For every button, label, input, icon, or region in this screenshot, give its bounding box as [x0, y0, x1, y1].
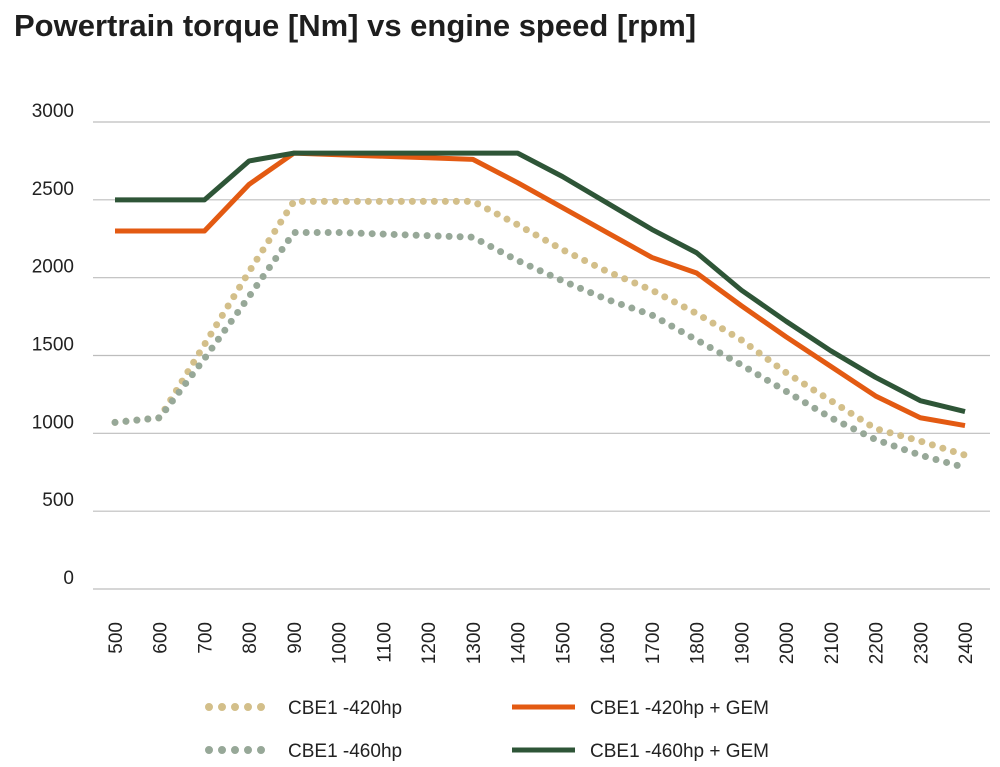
x-tick-label: 2200: [867, 622, 888, 664]
y-tick-label: 0: [63, 568, 74, 589]
y-tick-label: 500: [42, 490, 74, 511]
x-tick-label: 1400: [509, 622, 530, 664]
legend-label: CBE1 -420hp: [288, 698, 402, 719]
x-tick-label: 1800: [688, 622, 709, 664]
y-tick-label: 2500: [32, 179, 74, 200]
legend-label: CBE1 -460hp: [288, 741, 402, 762]
x-tick-label: 2400: [956, 622, 977, 664]
x-tick-label: 1000: [330, 622, 351, 664]
x-tick-label: 1200: [419, 622, 440, 664]
x-tick-label: 600: [151, 622, 172, 654]
x-tick-label: 1100: [374, 622, 395, 663]
x-tick-label: 700: [195, 622, 216, 654]
x-tick-label: 2300: [911, 622, 932, 664]
x-tick-label: 500: [106, 622, 127, 654]
series-line-cbe1-420hp: [111, 197, 969, 459]
y-tick-label: 2000: [32, 257, 74, 278]
y-tick-label: 1500: [32, 335, 74, 356]
x-tick-label: 1700: [643, 622, 664, 664]
x-tick-label: 1300: [464, 622, 485, 664]
x-tick-label: 1900: [732, 622, 753, 664]
series-line-cbe1-460hp-gem: [115, 150, 966, 414]
legend-label: CBE1 -420hp + GEM: [590, 698, 769, 719]
chart-title: Powertrain torque [Nm] vs engine speed […: [14, 8, 697, 43]
series-line-cbe1-420hp-gem: [115, 150, 966, 429]
y-tick-label: 3000: [32, 101, 74, 122]
x-tick-label: 2000: [777, 622, 798, 664]
x-tick-label: 800: [240, 622, 261, 654]
series-line-cbe1-460hp: [111, 229, 969, 472]
x-tick-label: 2100: [822, 622, 843, 664]
legend-label: CBE1 -460hp + GEM: [590, 741, 769, 762]
x-tick-label: 1600: [598, 622, 619, 664]
x-tick-label: 1500: [553, 622, 574, 664]
x-tick-label: 900: [285, 622, 306, 654]
y-tick-label: 1000: [32, 412, 74, 433]
